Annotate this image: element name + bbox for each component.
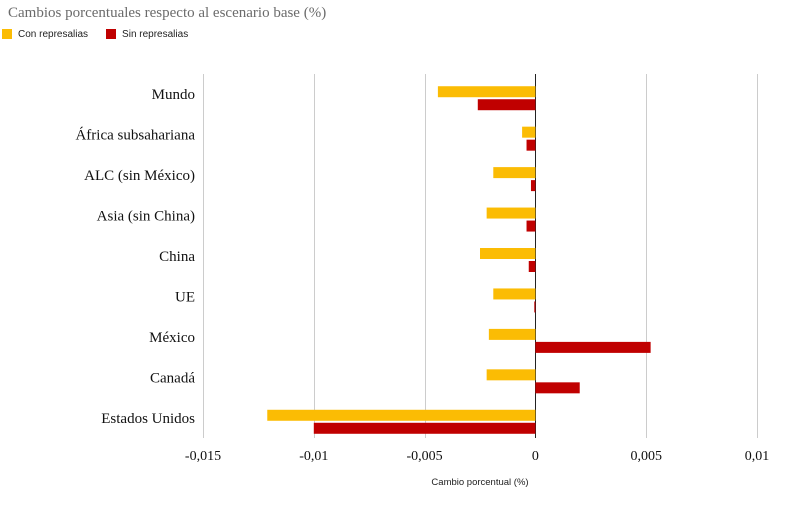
x-tick-label: 0,01	[745, 449, 770, 464]
category-label-china: China	[159, 249, 195, 265]
bar-sin-represalias-alc-sin-mexico[interactable]	[530, 180, 536, 192]
legend-label-con-represalias: Con represalias	[18, 28, 89, 40]
bar-sin-represalias-estados-unidos[interactable]	[313, 422, 536, 434]
legend: Con represalias Sin represalias	[2, 27, 206, 41]
x-tick-label: 0,005	[630, 449, 662, 464]
category-label-estados-unidos: Estados Unidos	[101, 411, 195, 427]
gridlines	[203, 74, 758, 438]
bar-con-represalias-estados-unidos[interactable]	[267, 409, 536, 421]
legend-swatch-con-represalias	[2, 29, 12, 39]
legend-item-con-represalias[interactable]: Con represalias	[2, 29, 88, 40]
bar-con-represalias-mexico[interactable]	[488, 328, 536, 340]
category-label-asia-sin-china: Asia (sin China)	[97, 209, 195, 225]
x-axis-title: Cambio porcentual (%)	[431, 477, 528, 488]
chart-title: Cambios porcentuales respecto al escenar…	[8, 5, 327, 21]
bar-con-represalias-africa-subsahariana[interactable]	[522, 126, 536, 138]
x-tick-label: -0,005	[407, 449, 443, 464]
bar-con-represalias-ue[interactable]	[493, 288, 536, 300]
category-label-ue: UE	[175, 289, 195, 305]
bars	[267, 86, 651, 434]
x-tick-label: -0,01	[299, 449, 328, 464]
bar-sin-represalias-canada[interactable]	[535, 382, 580, 394]
bar-sin-represalias-china[interactable]	[528, 261, 536, 272]
bar-sin-represalias-mexico[interactable]	[535, 341, 651, 353]
x-tick-labels: -0,015 -0,01 -0,005 0 0,005 0,01	[185, 449, 769, 464]
bar-con-represalias-alc-sin-mexico[interactable]	[493, 167, 536, 179]
category-labels: Mundo África subsahariana ALC (sin México)…	[75, 87, 195, 427]
bar-sin-represalias-asia-sin-china[interactable]	[526, 220, 536, 232]
bar-con-represalias-china[interactable]	[480, 248, 536, 259]
bar-sin-represalias-africa-subsahariana[interactable]	[526, 139, 536, 151]
bar-con-represalias-mundo[interactable]	[437, 86, 536, 98]
x-tick-label: 0	[532, 449, 539, 464]
category-label-canada: Canadá	[150, 370, 195, 386]
category-label-alc-sin-mexico: ALC (sin México)	[84, 168, 195, 184]
category-label-mundo: Mundo	[152, 87, 195, 103]
bar-con-represalias-asia-sin-china[interactable]	[486, 207, 536, 219]
category-label-mexico: México	[149, 330, 195, 346]
category-label-africa-subsahariana: África subsahariana	[75, 127, 195, 144]
legend-item-sin-represalias[interactable]: Sin represalias	[106, 29, 188, 40]
bar-sin-represalias-mundo[interactable]	[477, 99, 536, 111]
legend-label-sin-represalias: Sin represalias	[122, 28, 189, 40]
bar-sin-represalias-ue[interactable]	[534, 301, 536, 313]
legend-swatch-sin-represalias	[106, 29, 117, 39]
x-tick-label: -0,015	[185, 449, 221, 464]
bar-con-represalias-canada[interactable]	[486, 369, 536, 381]
